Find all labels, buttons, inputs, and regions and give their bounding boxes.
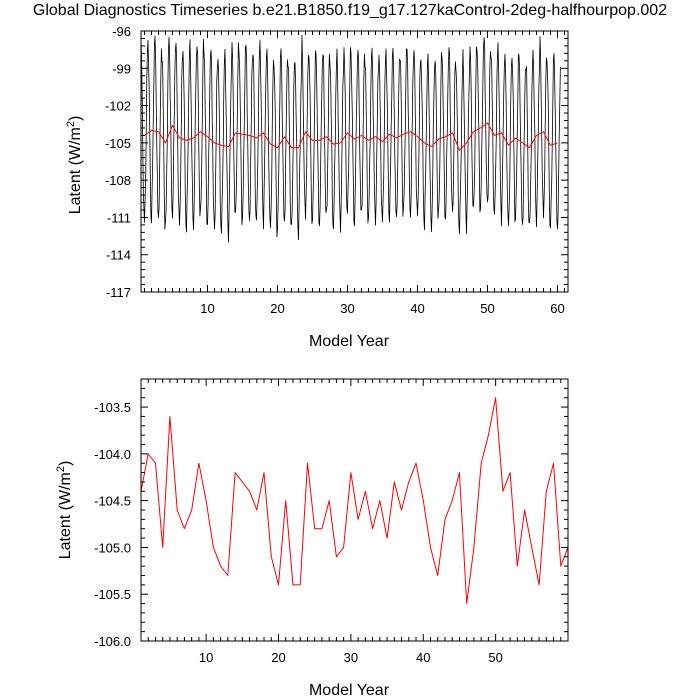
bottom-y-axis-title: Latent (W/m2) bbox=[55, 461, 74, 560]
page-title: Global Diagnostics Timeseries b.e21.B185… bbox=[32, 2, 668, 19]
bottom-plot-frame bbox=[140, 378, 569, 642]
x-tick-label: 40 bbox=[416, 650, 430, 665]
x-tick-label: 10 bbox=[199, 650, 213, 665]
y-tick-label: -96 bbox=[112, 24, 131, 39]
y-tick-label: -105 bbox=[105, 136, 131, 151]
y-tick-label: -108 bbox=[105, 173, 131, 188]
x-tick-label: 50 bbox=[488, 650, 502, 665]
bottom-x-axis-title: Model Year bbox=[309, 682, 390, 699]
x-tick-label: 60 bbox=[550, 301, 564, 316]
x-tick-label: 50 bbox=[480, 301, 494, 316]
top-monthly-cycle-series-line bbox=[140, 34, 561, 243]
x-tick-label: 20 bbox=[270, 301, 284, 316]
top-plot: Latent (W/m2) Model Year 10 20 30 40 50 60 -11… bbox=[65, 24, 569, 350]
y-tick-label: -104.0 bbox=[94, 447, 131, 462]
x-tick-label: 20 bbox=[271, 650, 285, 665]
bottom-plot: Latent (W/m2) Model Year 10 20 30 40 50 -106.… bbox=[55, 378, 569, 699]
x-tick-label: 30 bbox=[344, 650, 358, 665]
y-tick-label: -105.0 bbox=[94, 540, 131, 555]
top-y-axis-title: Latent (W/m2) bbox=[65, 116, 84, 215]
x-tick-label: 40 bbox=[410, 301, 424, 316]
y-tick-label: -117 bbox=[106, 285, 131, 300]
y-tick-label: -105.5 bbox=[94, 587, 131, 602]
x-tick-label: 30 bbox=[340, 301, 354, 316]
y-tick-label: -114 bbox=[106, 248, 131, 263]
y-tick-label: -99 bbox=[112, 61, 131, 76]
y-tick-label: -111 bbox=[107, 210, 131, 225]
top-x-axis-title: Model Year bbox=[309, 333, 390, 350]
bottom-annual-mean-series-line bbox=[140, 397, 569, 605]
y-tick-label: -104.5 bbox=[94, 494, 131, 509]
x-tick-label: 10 bbox=[200, 301, 214, 316]
y-tick-label: -102 bbox=[105, 99, 131, 114]
y-tick-label: -106.0 bbox=[94, 634, 131, 649]
top-annual-mean-series-line bbox=[144, 122, 558, 151]
y-tick-label: -103.5 bbox=[94, 400, 131, 415]
